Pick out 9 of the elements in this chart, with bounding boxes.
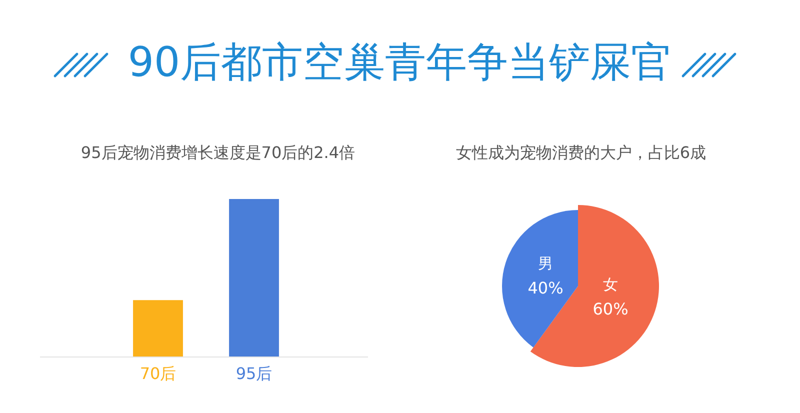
text: 90后都市空巢青年争当铲屎官 (128, 38, 672, 86)
data-label: 60% (592, 300, 628, 319)
slice-label: 男 (538, 254, 553, 272)
chart-title: 女性成为宠物消费的大户，占比6成 (456, 143, 706, 162)
x-tick-label: 95后 (236, 364, 272, 383)
slice-label: 女 (603, 276, 618, 294)
data-label: 40% (528, 278, 564, 298)
chart-title: 95后宠物消费增长速度是70后的2.4倍 (80, 143, 356, 162)
x-tick-label: 70后 (140, 364, 176, 383)
